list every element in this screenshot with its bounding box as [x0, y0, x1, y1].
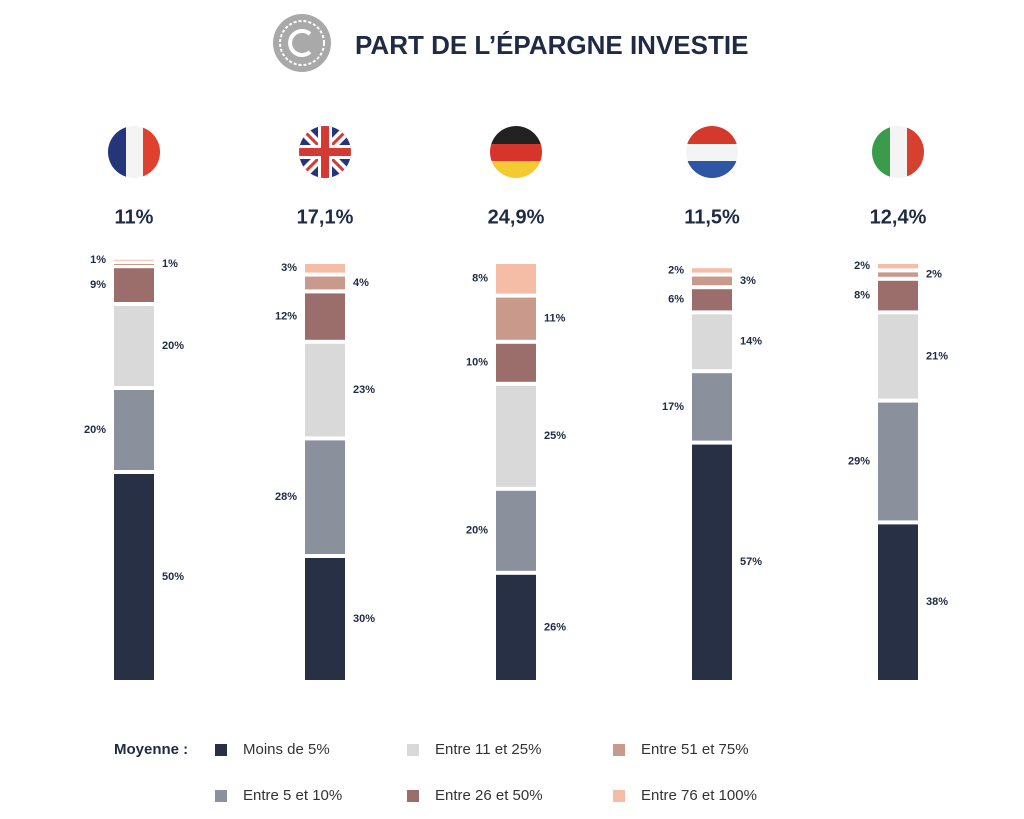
- data-label: 28%: [275, 491, 297, 503]
- legend-label: Entre 51 et 75%: [641, 741, 749, 758]
- data-label: 30%: [353, 613, 375, 625]
- bar-segment: [114, 264, 154, 265]
- data-label: 17%: [662, 401, 684, 413]
- legend-swatch: [613, 744, 625, 756]
- data-label: 9%: [90, 279, 106, 291]
- legend-label: Entre 76 et 100%: [641, 787, 757, 804]
- data-label: 3%: [740, 275, 756, 287]
- bar-segment: [114, 268, 154, 302]
- data-label: 21%: [926, 350, 948, 362]
- bar-segment: [305, 276, 345, 290]
- data-label: 1%: [162, 258, 178, 270]
- data-label: 11%: [544, 313, 566, 325]
- bar-segment: [878, 314, 918, 399]
- bar-segment: [878, 402, 918, 521]
- bar-segment: [496, 343, 536, 382]
- bar-segment: [114, 474, 154, 680]
- bar-segment: [692, 268, 732, 273]
- data-label: 2%: [668, 264, 684, 276]
- bar-segment: [305, 558, 345, 680]
- coin-icon: [273, 14, 331, 72]
- data-label: 38%: [926, 596, 948, 608]
- bar-segment: [878, 524, 918, 680]
- bar-segment: [878, 264, 918, 269]
- legend-label: Entre 5 et 10%: [243, 787, 342, 804]
- flag-netherlands: [686, 126, 738, 178]
- flag-germany: [490, 126, 542, 178]
- data-label: 20%: [84, 424, 106, 436]
- legend-label: Entre 11 et 25%: [435, 741, 541, 758]
- bar-segment: [114, 259, 154, 261]
- bar-segment: [692, 276, 732, 286]
- bar-segment: [692, 444, 732, 680]
- data-label: 26%: [544, 621, 566, 633]
- chart-title: PART DE L’ÉPARGNE INVESTIE: [355, 30, 748, 60]
- data-label: 25%: [544, 430, 566, 442]
- bar-segment: [692, 373, 732, 441]
- headline-value: 11,5%: [684, 206, 740, 228]
- legend-label: Moins de 5%: [243, 741, 330, 758]
- data-label: 1%: [90, 254, 106, 266]
- bar-segment: [692, 314, 732, 370]
- data-label: 50%: [162, 571, 184, 583]
- data-label: 6%: [668, 294, 684, 306]
- legend-swatch: [613, 790, 625, 802]
- data-label: 3%: [281, 262, 297, 274]
- flag-italy: [872, 126, 924, 178]
- legend-title: Moyenne :: [114, 741, 188, 758]
- flag-uk: [299, 126, 351, 178]
- headline-value: 17,1%: [297, 206, 354, 228]
- headline-value: 12,4%: [870, 206, 927, 228]
- bar-segment: [305, 440, 345, 554]
- bar-segment: [496, 490, 536, 571]
- data-label: 2%: [926, 269, 942, 281]
- data-label: 29%: [848, 455, 870, 467]
- flag-france: [108, 126, 160, 178]
- bar-segment: [496, 574, 536, 680]
- bar-segment: [878, 272, 918, 277]
- data-label: 20%: [466, 525, 488, 537]
- data-label: 10%: [466, 357, 488, 369]
- data-label: 4%: [353, 277, 369, 289]
- headline-value: 24,9%: [488, 206, 545, 228]
- data-label: 12%: [275, 311, 297, 323]
- data-label: 8%: [854, 290, 870, 302]
- bar-segment: [114, 306, 154, 386]
- bar-segment: [305, 293, 345, 340]
- bar-segment: [496, 297, 536, 340]
- legend-label: Entre 26 et 50%: [435, 787, 543, 804]
- legend-swatch: [407, 744, 419, 756]
- bar-segment: [305, 343, 345, 437]
- data-label: 20%: [162, 340, 184, 352]
- bar-segment: [878, 280, 918, 311]
- data-label: 14%: [740, 336, 762, 348]
- headline-value: 11%: [115, 206, 154, 228]
- bar-segment: [114, 390, 154, 470]
- legend-swatch: [215, 790, 227, 802]
- data-label: 23%: [353, 384, 375, 396]
- bar-segment: [692, 289, 732, 311]
- bar-segment: [496, 385, 536, 487]
- bar-segment: [496, 264, 536, 294]
- data-label: 57%: [740, 556, 762, 568]
- legend-swatch: [215, 744, 227, 756]
- data-label: 8%: [472, 273, 488, 285]
- legend-swatch: [407, 790, 419, 802]
- bar-segment: [305, 264, 345, 273]
- data-label: 2%: [854, 260, 870, 272]
